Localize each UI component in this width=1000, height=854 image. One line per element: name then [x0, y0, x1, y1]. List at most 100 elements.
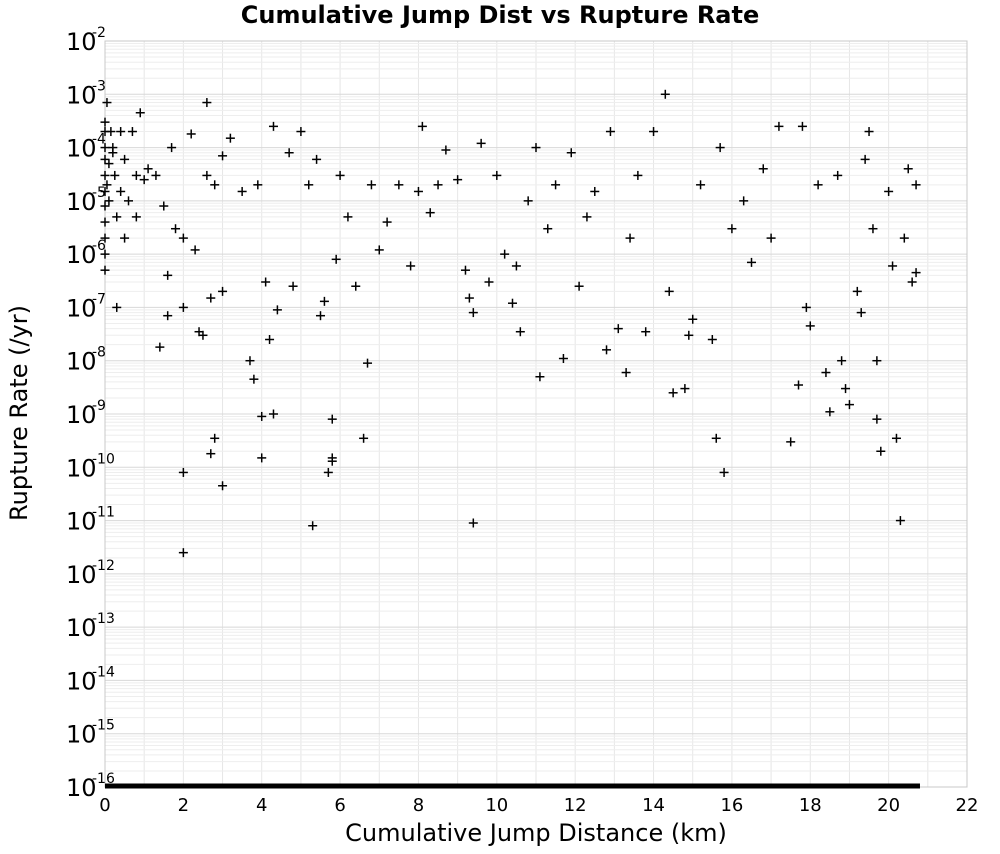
- data-point: [766, 233, 776, 243]
- data-point: [237, 186, 247, 196]
- chart-title: Cumulative Jump Dist vs Rupture Rate: [241, 1, 760, 29]
- data-point: [684, 330, 694, 340]
- x-tick-label: 0: [99, 795, 110, 816]
- y-tick-exponent: -7: [92, 291, 106, 307]
- data-point: [891, 433, 901, 443]
- y-tick-exponent: -11: [92, 505, 115, 521]
- data-point: [566, 148, 576, 158]
- data-point: [641, 327, 651, 337]
- data-point: [127, 127, 137, 137]
- y-tick-base: 10: [66, 294, 97, 322]
- y-tick-base: 10: [66, 561, 97, 589]
- data-point: [202, 170, 212, 180]
- data-point: [100, 217, 110, 227]
- data-point: [363, 358, 373, 368]
- y-tick-base: 10: [66, 348, 97, 376]
- data-point: [468, 518, 478, 528]
- data-point: [649, 127, 659, 137]
- y-tick-exponent: -12: [92, 558, 115, 574]
- data-point: [797, 121, 807, 131]
- y-tick-exponent: -2: [92, 25, 106, 41]
- data-point: [758, 164, 768, 174]
- y-tick-label: 10-4: [66, 132, 106, 163]
- x-tick-label: 10: [485, 795, 508, 816]
- data-point: [453, 175, 463, 185]
- data-point: [876, 446, 886, 456]
- y-tick-label: 10-5: [66, 185, 106, 216]
- data-point: [218, 286, 228, 296]
- data-point: [100, 170, 110, 180]
- data-point: [100, 186, 110, 196]
- data-point: [186, 129, 196, 139]
- y-tick-label: 10-2: [66, 25, 106, 56]
- data-point: [323, 467, 333, 477]
- data-point: [433, 180, 443, 190]
- data-point: [805, 321, 815, 331]
- data-point: [856, 308, 866, 318]
- data-point: [316, 311, 325, 321]
- x-tick-label: 2: [178, 795, 189, 816]
- y-tick-label: 10-14: [66, 664, 115, 695]
- y-tick-label: 10-15: [66, 718, 115, 749]
- data-point: [284, 148, 294, 158]
- y-tick-label: 10-8: [66, 345, 106, 376]
- y-tick-base: 10: [66, 508, 97, 536]
- data-point: [288, 281, 298, 291]
- data-point: [335, 170, 345, 180]
- y-tick-base: 10: [66, 721, 97, 749]
- y-tick-base: 10: [66, 454, 97, 482]
- data-point: [257, 411, 267, 421]
- x-tick-label: 12: [564, 795, 587, 816]
- data-point: [821, 368, 831, 378]
- data-point: [257, 453, 267, 463]
- y-tick-exponent: -3: [92, 78, 106, 94]
- data-point: [108, 148, 118, 158]
- data-point: [163, 270, 173, 280]
- data-point: [178, 302, 188, 312]
- y-tick-exponent: -16: [92, 771, 115, 787]
- data-point: [511, 261, 521, 271]
- data-point: [100, 265, 110, 275]
- y-tick-label: 10-11: [66, 505, 115, 536]
- data-point: [366, 180, 376, 190]
- data-point: [507, 298, 517, 308]
- data-point: [425, 208, 435, 218]
- y-tick-exponent: -14: [92, 664, 115, 680]
- x-tick-label: 16: [720, 795, 743, 816]
- y-tick-base: 10: [66, 135, 97, 163]
- data-point: [143, 164, 153, 174]
- grid-layer: [104, 41, 968, 788]
- data-point: [331, 254, 341, 264]
- data-point: [210, 180, 220, 190]
- y-tick-label: 10-12: [66, 558, 115, 589]
- y-tick-exponent: -15: [92, 718, 115, 734]
- data-point: [888, 261, 898, 271]
- data-point: [308, 521, 318, 531]
- data-point: [261, 277, 271, 287]
- data-point: [319, 296, 329, 306]
- data-point: [110, 170, 120, 180]
- y-tick-base: 10: [66, 28, 97, 56]
- data-point: [613, 324, 623, 334]
- data-point: [120, 154, 130, 164]
- data-point: [484, 277, 494, 287]
- data-point: [178, 233, 188, 243]
- data-point: [860, 154, 870, 164]
- data-point: [163, 311, 173, 321]
- data-point: [104, 159, 114, 169]
- points-layer: [100, 89, 921, 558]
- data-point: [327, 414, 337, 424]
- y-tick-label: 10-3: [66, 78, 106, 109]
- data-point: [476, 138, 486, 148]
- data-point: [112, 212, 122, 222]
- data-point: [602, 345, 612, 355]
- data-point: [210, 433, 220, 443]
- y-tick-base: 10: [66, 667, 97, 695]
- data-point: [558, 354, 568, 364]
- data-point: [460, 265, 470, 275]
- y-tick-exponent: -6: [92, 238, 106, 254]
- y-tick-label: 10-6: [66, 238, 106, 269]
- data-point: [711, 433, 721, 443]
